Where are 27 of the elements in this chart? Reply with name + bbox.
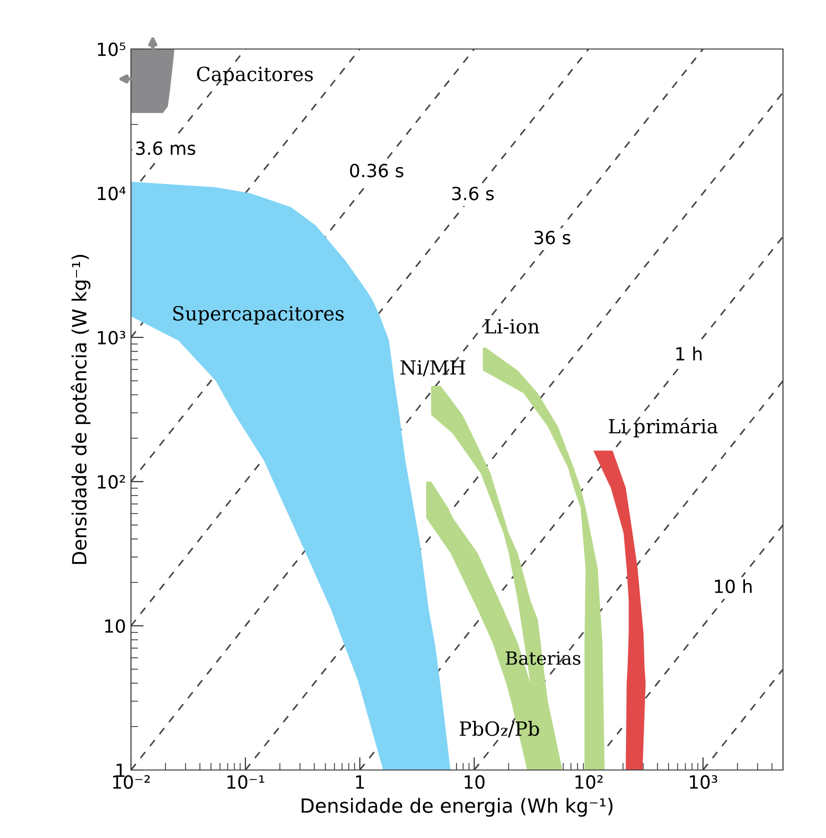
x-axis-title: Densidade de energia (Wh kg⁻¹) <box>302 798 612 817</box>
x-tick-label: 10⁻² <box>113 775 150 789</box>
y-axis-title: Densidade de potência (W kg⁻¹) <box>70 254 90 564</box>
x-tick-label: 10² <box>576 775 603 789</box>
y-tick-label: 10³ <box>98 330 126 345</box>
series-label: Supercapacitores <box>173 306 344 324</box>
y-tick-label: 1 <box>116 764 124 777</box>
x-tick-label: 10 <box>464 775 485 789</box>
annotation: 3.6 ms <box>136 141 196 156</box>
series-label: Capacitores <box>197 66 313 86</box>
y-tick-label: 10⁵ <box>98 42 126 56</box>
annotation: 1 h <box>676 346 702 360</box>
x-tick-label: 10⁻¹ <box>228 775 264 789</box>
annotation: 10 h <box>714 579 752 594</box>
x-tick-label: 10³ <box>690 775 718 789</box>
series-label: Li-ion <box>484 319 540 334</box>
annotation: 3.6 s <box>452 186 494 200</box>
y-tick-label: 10² <box>98 475 125 489</box>
annotation: 0.36 s <box>350 164 404 178</box>
series-label: Ni/MH <box>400 360 466 376</box>
annotation: Baterias <box>506 651 580 665</box>
series-label: PbO₂/Pb <box>460 720 540 738</box>
annotation: 36 s <box>534 230 570 244</box>
y-tick-label: 10⁴ <box>98 186 126 200</box>
y-tick-label: 10 <box>105 619 125 633</box>
series-label: Li primária <box>608 418 718 438</box>
x-tick-label: 1 <box>356 775 364 789</box>
